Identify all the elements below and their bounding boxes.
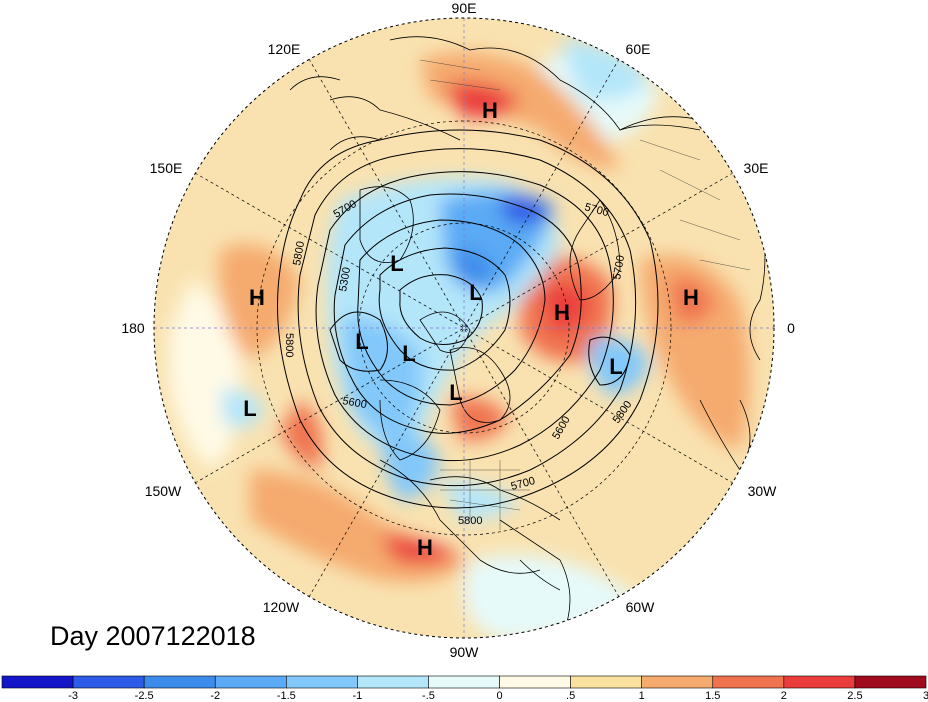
colorbar-tick-label: 1 bbox=[639, 690, 645, 702]
graticule bbox=[154, 18, 774, 638]
lon-label-120w: 120W bbox=[263, 599, 300, 615]
low-marker: L bbox=[609, 354, 622, 379]
colorbar-tick-label: -.5 bbox=[422, 690, 435, 702]
colorbar-swatch bbox=[1, 675, 74, 689]
colorbar-tick-label: 2.5 bbox=[847, 690, 862, 702]
colorbar-tick-label: -1.5 bbox=[277, 690, 296, 702]
lon-label-150w: 150W bbox=[145, 483, 182, 499]
lon-label-30e: 30E bbox=[744, 160, 769, 176]
lon-label-0: 0 bbox=[787, 320, 795, 336]
political-boundaries bbox=[419, 59, 751, 530]
colorbar-tick-label: 2 bbox=[781, 690, 787, 702]
low-marker: L bbox=[243, 396, 256, 421]
colorbar-tick-label: 1.5 bbox=[705, 690, 720, 702]
colorbar-swatch bbox=[641, 675, 714, 689]
contour-label: 5700 bbox=[611, 254, 627, 280]
colorbar-tick-label: -3 bbox=[68, 690, 78, 702]
contour-label: 5800 bbox=[291, 240, 307, 266]
colorbar-swatch bbox=[72, 675, 145, 689]
low-marker: L bbox=[390, 251, 403, 276]
colorbar-swatch bbox=[357, 675, 429, 689]
colorbar-tick-label: .5 bbox=[566, 690, 575, 702]
low-marker: L bbox=[449, 380, 462, 405]
colorbar-tick-label: 3 bbox=[923, 690, 928, 702]
day-label: Day 2007122018 bbox=[50, 621, 256, 651]
colorbar-tick-label: -2.5 bbox=[135, 690, 154, 702]
colorbar-tick-label: -1 bbox=[352, 690, 362, 702]
colorbar-swatch bbox=[854, 675, 927, 689]
pressure-centers: H H H H H L L L L L L L bbox=[243, 98, 699, 560]
low-marker: L bbox=[355, 329, 368, 354]
colorbar-swatch bbox=[783, 675, 856, 689]
colorbar-swatch bbox=[428, 675, 500, 689]
low-marker: L bbox=[469, 280, 482, 305]
lon-label-180: 180 bbox=[121, 320, 145, 336]
high-marker: H bbox=[554, 300, 570, 325]
lon-label-30w: 30W bbox=[748, 483, 778, 499]
lon-label-60e: 60E bbox=[626, 41, 651, 57]
lon-label-120e: 120E bbox=[268, 41, 301, 57]
lon-label-90e: 90E bbox=[452, 0, 477, 16]
colorbar-tick-label: 0 bbox=[496, 690, 502, 702]
colorbar-swatch bbox=[712, 675, 785, 689]
lon-label-60w: 60W bbox=[626, 599, 656, 615]
high-marker: H bbox=[417, 535, 433, 560]
lon-label-90w: 90W bbox=[450, 644, 480, 660]
longitude-labels: 90E 120E 60E 150E 30E 180 0 150W 30W 120… bbox=[121, 0, 795, 660]
height-contours bbox=[277, 129, 659, 509]
colorbar-swatch bbox=[570, 675, 642, 689]
coastlines bbox=[289, 36, 766, 638]
contour-label: 5800 bbox=[283, 333, 295, 357]
colorbar: -3 -2.5 -2 -1.5 -1 -.5 0 .5 1 1.5 2 2.5 3 bbox=[1, 675, 928, 702]
contour-label: 5300 bbox=[337, 266, 353, 292]
high-marker: H bbox=[683, 285, 699, 310]
colorbar-swatch bbox=[214, 675, 287, 689]
low-marker: L bbox=[402, 341, 415, 366]
high-marker: H bbox=[482, 98, 498, 123]
map-boundary bbox=[153, 17, 775, 639]
lon-label-150e: 150E bbox=[150, 160, 183, 176]
colorbar-tick-label: -2 bbox=[210, 690, 220, 702]
high-marker: H bbox=[249, 285, 265, 310]
colorbar-swatch bbox=[499, 675, 571, 689]
contour-label: 5800 bbox=[458, 515, 482, 527]
colorbar-swatch bbox=[286, 675, 358, 689]
colorbar-swatch bbox=[143, 675, 216, 689]
anomaly-shading bbox=[154, 18, 774, 638]
contour-label: 5600 bbox=[341, 395, 367, 411]
